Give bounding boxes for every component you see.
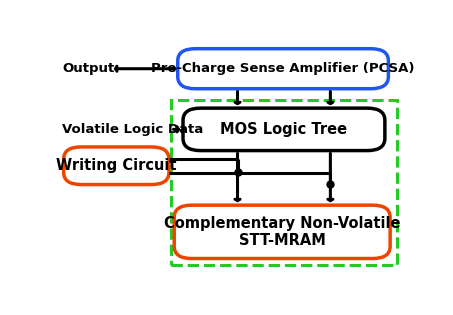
FancyBboxPatch shape: [183, 108, 385, 151]
FancyBboxPatch shape: [63, 147, 169, 185]
Text: Volatile Logic Data: Volatile Logic Data: [62, 123, 203, 136]
FancyBboxPatch shape: [174, 205, 390, 259]
FancyBboxPatch shape: [178, 49, 388, 89]
Bar: [171, 100, 397, 265]
Text: MOS Logic Tree: MOS Logic Tree: [220, 122, 347, 137]
Text: Output: Output: [62, 62, 114, 75]
Text: Pre-Charge Sense Amplifier (PCSA): Pre-Charge Sense Amplifier (PCSA): [151, 62, 415, 75]
Text: Writing Circuit: Writing Circuit: [56, 158, 177, 173]
Text: Complementary Non-Volatile
STT-MRAM: Complementary Non-Volatile STT-MRAM: [164, 216, 400, 248]
